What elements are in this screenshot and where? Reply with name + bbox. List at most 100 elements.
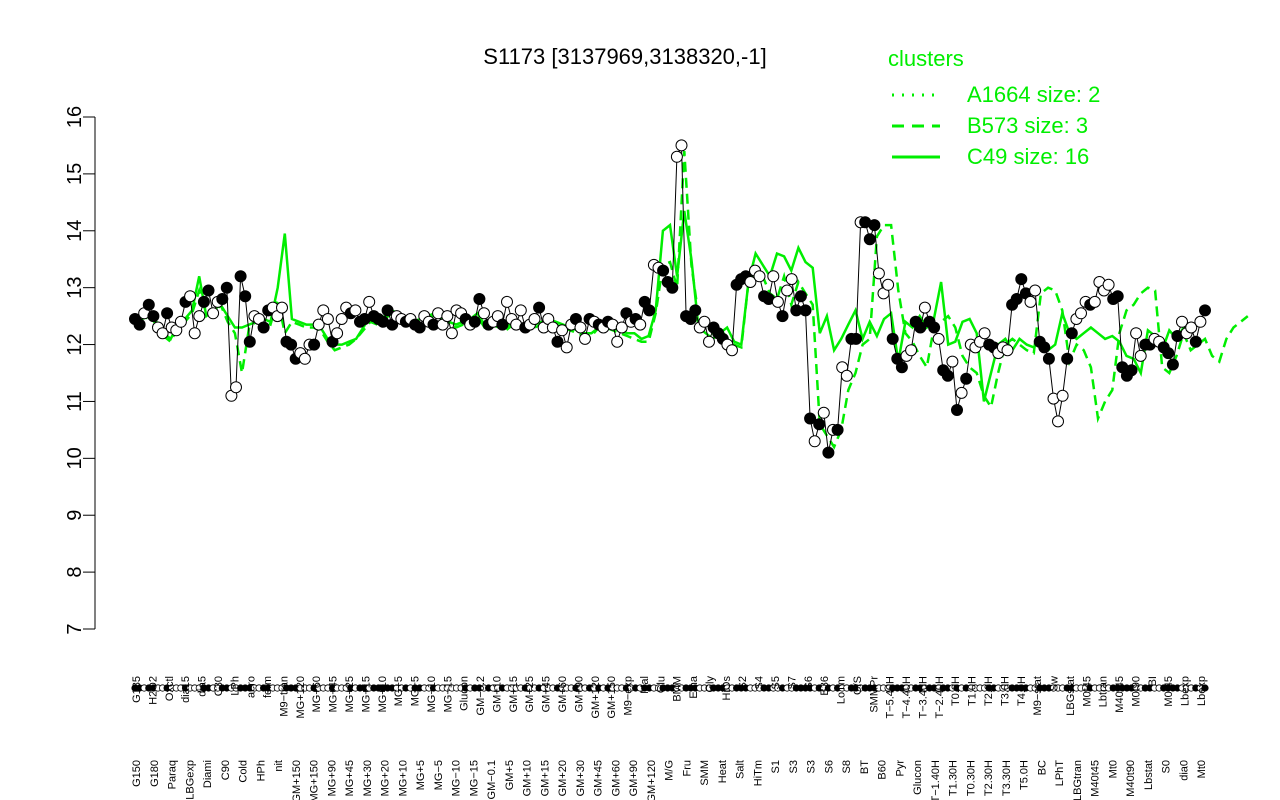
data-point [234, 270, 247, 283]
x-tick-label: S4 [754, 676, 766, 689]
data-point [276, 301, 288, 314]
x-tick-label: MG+15 [360, 676, 372, 712]
x-tick-label: GM+150 [291, 760, 303, 800]
x-tick-label: GM+5 [504, 760, 516, 790]
data-point [193, 310, 206, 323]
data-point [886, 332, 899, 345]
data-point [1088, 295, 1101, 308]
x-tick-label: MG−5 [433, 760, 445, 790]
x-tick-label: Glucon [459, 676, 471, 711]
x-tick-label: Sw [1049, 676, 1061, 691]
data-point [363, 295, 376, 308]
data-point [413, 321, 426, 334]
x-axis-ticks [131, 684, 1209, 692]
x-tick-label: S3 [788, 760, 800, 773]
legend: clusters A1664 size: 2 B573 size: 3 C49 … [888, 46, 1100, 169]
x-tick-label: LoTm [836, 676, 848, 704]
series-line-dashed [134, 151, 1249, 450]
data-point [1102, 278, 1115, 291]
x-tick-label: dia0 [1178, 760, 1190, 781]
data-point [744, 276, 757, 288]
legend-title: clusters [888, 46, 964, 71]
x-tick-label: S6 [823, 760, 835, 773]
data-point [1075, 307, 1087, 320]
x-tick-label: MG+60 [311, 676, 323, 712]
data-point [298, 352, 311, 365]
data-point [1194, 315, 1207, 328]
data-point [1134, 349, 1147, 362]
x-tick-label: GM+120 [646, 760, 658, 800]
x-tick-label: BT [859, 760, 871, 774]
x-tick-label: LPhT [1054, 760, 1066, 787]
x-tick-label: T2.0H [983, 676, 995, 706]
x-tick-label: nit [273, 760, 285, 772]
data-point [147, 310, 160, 323]
data-point [574, 321, 587, 334]
x-tick-label: LBGstat [1065, 676, 1077, 716]
x-tick-label: MG+150 [309, 760, 321, 800]
data-point [840, 369, 853, 382]
data-point [868, 219, 881, 232]
x-tick-label: HiTm [752, 760, 764, 786]
data-point [850, 332, 862, 345]
data-point [978, 327, 991, 340]
data-point [1125, 364, 1138, 377]
x-tick-label: GM+25 [524, 676, 536, 712]
x-tick-label: M0t45 [1081, 676, 1093, 707]
x-tick-label: S0 [1161, 760, 1173, 773]
x-tick-label: S1 [770, 760, 782, 773]
data-point [381, 304, 394, 317]
data-point [1061, 352, 1074, 365]
x-tick-label: B60 [877, 760, 889, 780]
y-tick-label: 9 [64, 510, 86, 521]
data-point [556, 324, 569, 337]
data-point [501, 295, 513, 308]
x-tick-label: MG−5 [410, 676, 422, 706]
y-tick-label: 12 [64, 333, 86, 355]
x-tick-label: GM+10 [492, 676, 504, 712]
data-point [1111, 290, 1124, 303]
x-tick-label: T3.0H [999, 676, 1011, 706]
data-point [872, 267, 885, 280]
data-point [831, 423, 844, 436]
x-tick-label: Mt0 [1107, 760, 1119, 778]
data-point [767, 270, 780, 283]
data-point [514, 304, 527, 317]
data-points [129, 139, 1211, 459]
x-tick-label: Glu [655, 676, 667, 693]
x-tick-label: Gly [705, 676, 717, 693]
data-point [1052, 415, 1064, 428]
x-tick-label: MG−15 [468, 760, 480, 796]
x-tick-label: Lbexp [1196, 676, 1208, 706]
x-tick-label: T4.0H [1016, 676, 1028, 706]
x-tick-label: Cold [238, 760, 250, 783]
x-tick-label: T−4.40H [901, 676, 913, 719]
data-point [243, 335, 256, 348]
x-tick-label: GM−0.1 [486, 760, 498, 799]
x-tick-label: GM+90 [628, 760, 640, 796]
legend-item-a1664: A1664 size: 2 [967, 82, 1100, 107]
data-point [1042, 352, 1055, 365]
x-tick-label: aero [246, 676, 258, 698]
data-point [188, 327, 201, 340]
x-tick-label: GM−0.2 [475, 676, 487, 715]
x-tick-label: S7 [786, 676, 798, 689]
data-point [611, 335, 624, 348]
legend-item-b573: B573 size: 3 [967, 113, 1088, 138]
data-point [1199, 304, 1211, 317]
x-tick-label: Lbexp [1180, 676, 1192, 706]
data-point [197, 295, 210, 308]
data-point [1130, 327, 1143, 340]
data-point [1001, 344, 1014, 357]
x-tick-label: GM+30 [575, 760, 587, 796]
data-point [794, 290, 807, 303]
data-point [643, 304, 656, 317]
data-point [335, 313, 348, 325]
x-tick-label: Glucon [912, 760, 924, 795]
x-tick-label: T2.30H [983, 760, 995, 796]
x-tick-label: ferm [262, 676, 274, 698]
data-point [142, 298, 155, 311]
x-tick-label: G150 [131, 760, 143, 787]
data-point [174, 315, 187, 328]
